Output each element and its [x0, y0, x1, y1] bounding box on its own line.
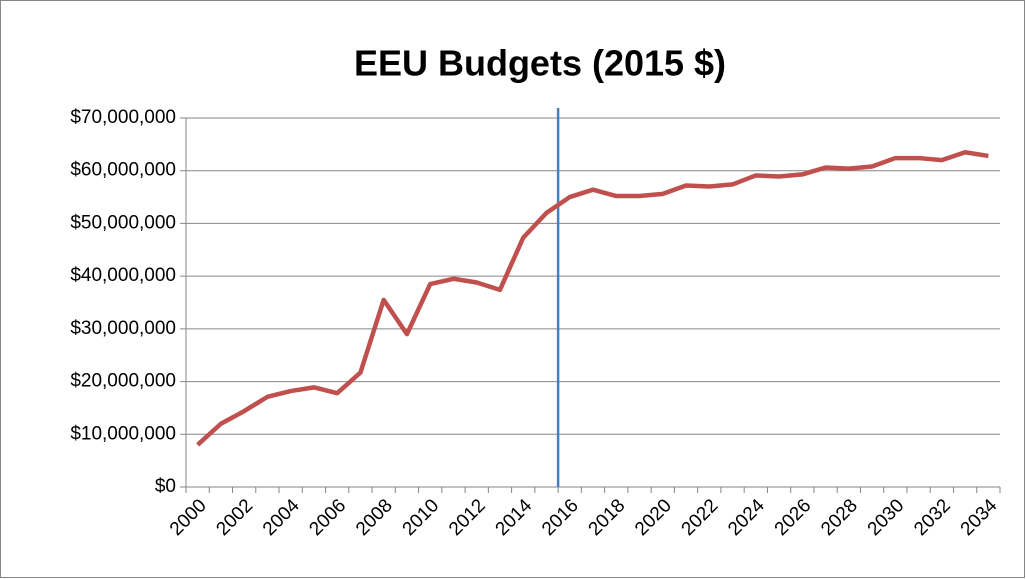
y-tick-label: $20,000,000 [70, 371, 176, 392]
y-tick-label: $70,000,000 [70, 107, 176, 128]
chart-title: EEU Budgets (2015 $) [354, 43, 726, 84]
y-tick-label: $50,000,000 [70, 212, 176, 233]
y-tick-label: $60,000,000 [70, 160, 176, 181]
y-tick-label: $40,000,000 [70, 265, 176, 286]
series-line [196, 150, 989, 447]
y-tick-label: $0 [155, 476, 176, 497]
y-tick-label: $30,000,000 [70, 318, 176, 339]
y-tick-label: $10,000,000 [70, 423, 176, 444]
